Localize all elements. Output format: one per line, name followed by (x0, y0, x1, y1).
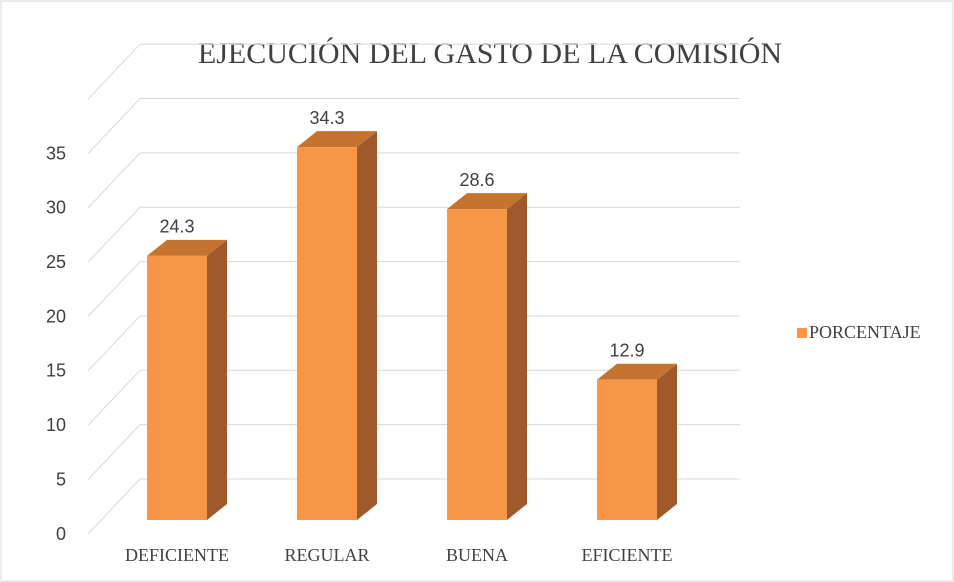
bar (297, 131, 377, 520)
x-tick-label: DEFICIENTE (125, 545, 229, 565)
x-tick-label: REGULAR (285, 545, 370, 565)
grid-line (87, 315, 141, 372)
bar-front (597, 379, 657, 520)
bar-side (357, 131, 377, 520)
bar-side (207, 239, 227, 520)
x-tick-label: EFICIENTE (582, 545, 673, 565)
grid-line (87, 152, 141, 209)
bar-top (597, 363, 677, 380)
x-tick-label: BUENA (446, 545, 508, 565)
y-tick-label: 30 (46, 198, 66, 218)
y-tick-label: 25 (46, 252, 66, 272)
bar-front (147, 255, 207, 520)
legend-swatch (797, 328, 807, 338)
bar (447, 193, 527, 521)
chart-title: EJECUCIÓN DEL GASTO DE LA COMISIÓN (198, 37, 782, 70)
bar-top (147, 239, 227, 256)
data-label: 34.3 (309, 108, 344, 128)
bar-side (657, 363, 677, 520)
y-tick-label: 5 (56, 469, 66, 489)
y-tick-label: 10 (46, 415, 66, 435)
bar-top (297, 131, 377, 148)
y-tick-label: 20 (46, 306, 66, 326)
grid-line (87, 98, 141, 154)
y-tick-label: 35 (46, 143, 66, 163)
grid-line (87, 206, 141, 263)
bar (147, 239, 227, 520)
legend-label: PORCENTAJE (809, 322, 921, 342)
grid-line (87, 424, 141, 480)
bar-front (297, 147, 357, 520)
bar (597, 363, 677, 520)
grid-line (87, 478, 141, 535)
data-label: 28.6 (459, 170, 494, 190)
grid-line (87, 261, 141, 317)
y-tick-label: 0 (56, 524, 66, 544)
data-label: 12.9 (609, 341, 644, 361)
grid-line (87, 369, 141, 426)
data-label: 24.3 (159, 217, 194, 237)
wall-edge (87, 43, 141, 100)
y-tick-label: 15 (46, 361, 66, 381)
bar-side (507, 193, 527, 521)
bar-top (447, 193, 527, 210)
bar-front (447, 209, 507, 521)
